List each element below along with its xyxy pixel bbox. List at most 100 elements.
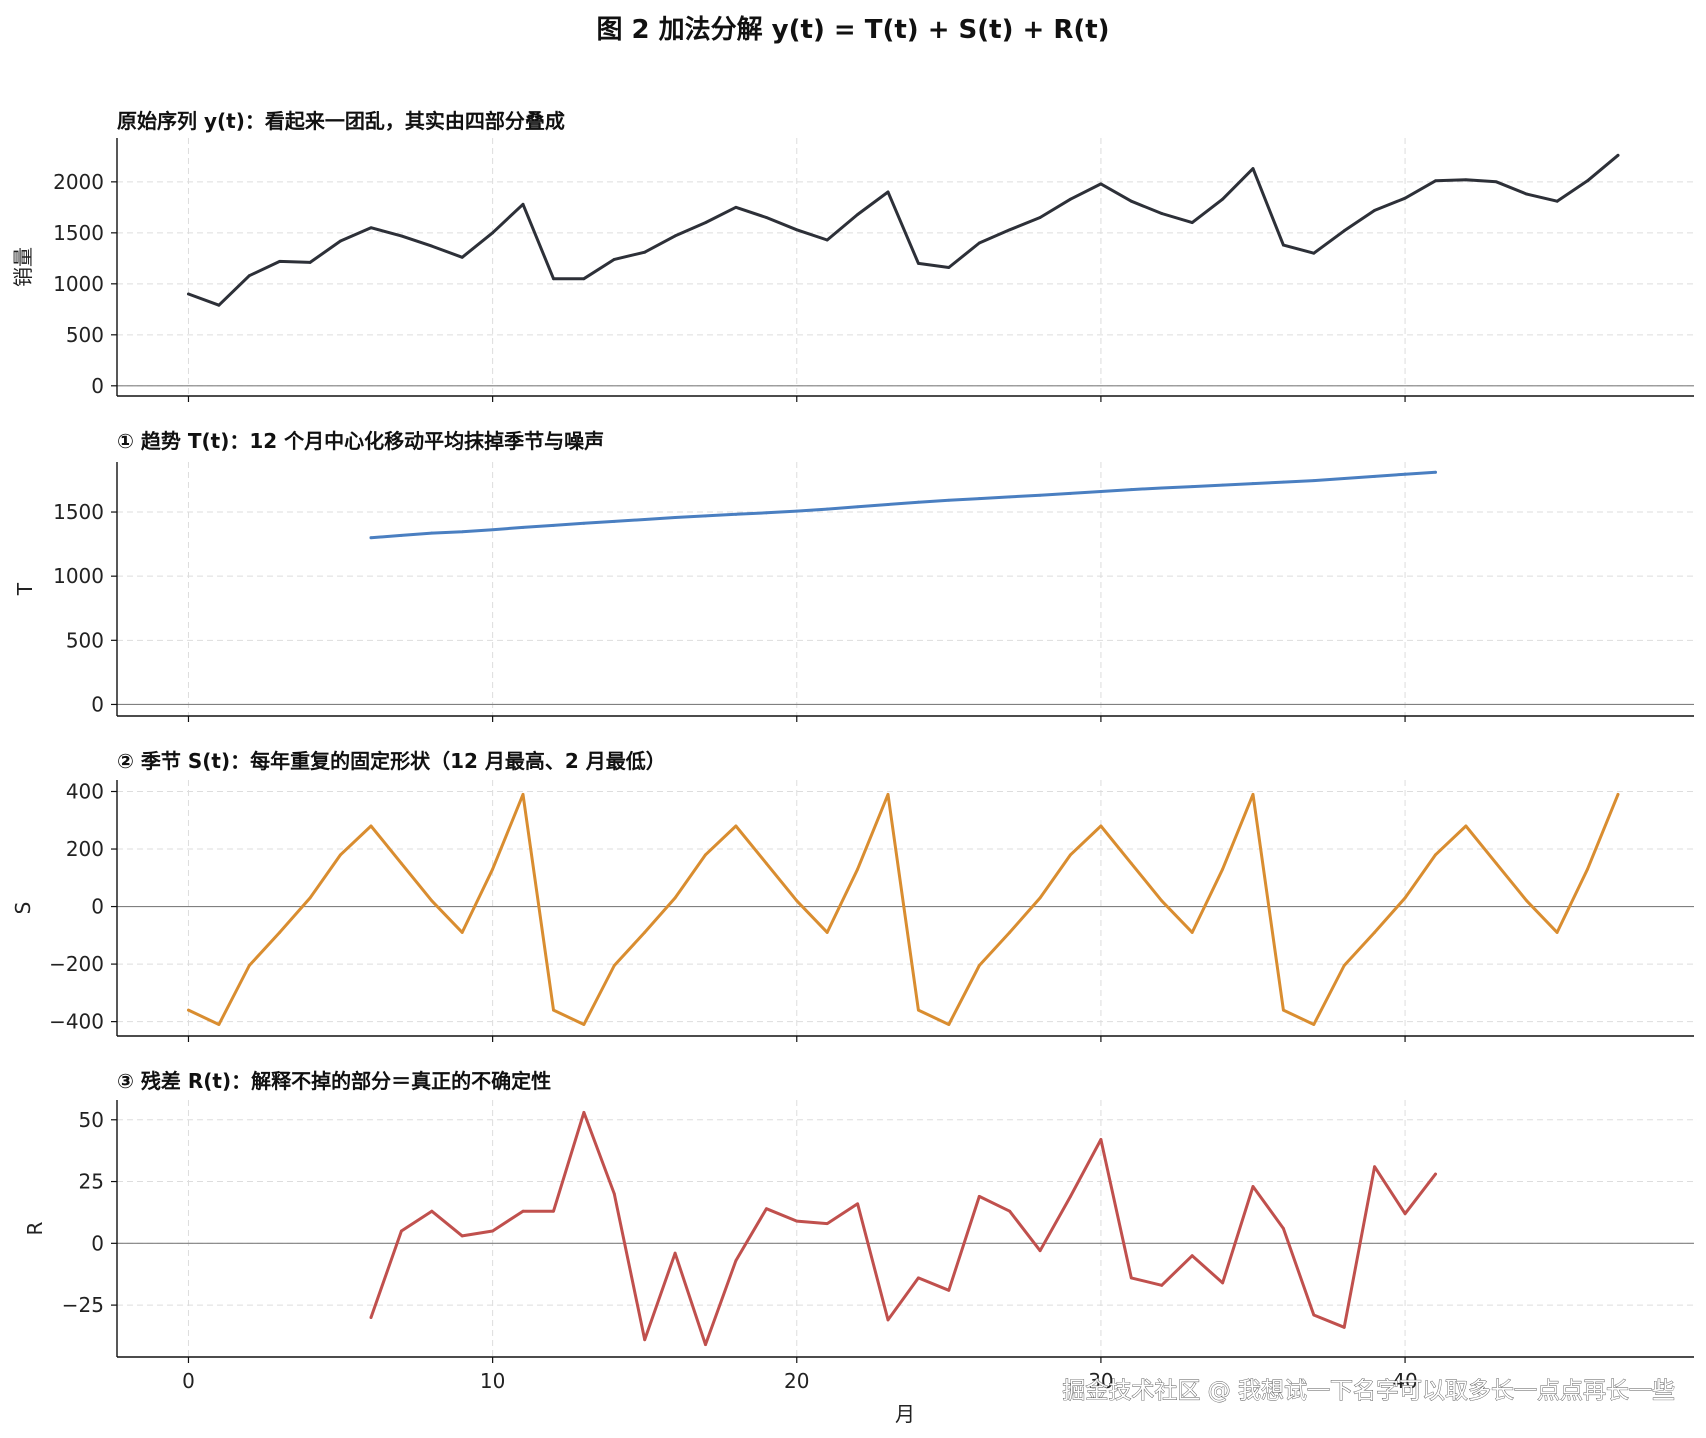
x-tick-label: 0 bbox=[182, 1369, 195, 1393]
data-point bbox=[1221, 1281, 1224, 1285]
y-axis-label: T bbox=[13, 582, 37, 596]
data-point bbox=[521, 1209, 525, 1213]
data-point bbox=[1373, 474, 1377, 478]
data-point bbox=[491, 867, 495, 871]
data-point bbox=[825, 238, 829, 242]
data-point bbox=[856, 213, 859, 216]
data-point bbox=[673, 896, 677, 900]
figure-title: 图 2 加法分解 y(t) = T(t) + S(t) + R(t) bbox=[596, 15, 1109, 45]
data-point bbox=[521, 202, 525, 206]
y-tick-label: −25 bbox=[62, 1293, 104, 1317]
data-point bbox=[1038, 493, 1042, 497]
data-point bbox=[460, 1234, 464, 1238]
data-point bbox=[704, 221, 707, 225]
y-tick-label: 0 bbox=[91, 895, 104, 919]
data-point bbox=[1464, 178, 1468, 182]
data-point bbox=[1190, 485, 1194, 489]
data-point bbox=[673, 516, 677, 519]
data-point bbox=[1251, 167, 1255, 170]
data-point bbox=[1434, 853, 1437, 857]
data-point bbox=[1251, 482, 1255, 485]
data-point bbox=[582, 1110, 586, 1114]
data-point bbox=[947, 1288, 951, 1292]
panel-3: ② 季节 S(t)：每年重复的固定形状（12 月最高、2 月最低） −400 −20… bbox=[11, 749, 1694, 1042]
data-point bbox=[308, 261, 312, 264]
data-point bbox=[1282, 1227, 1285, 1230]
data-point bbox=[1342, 964, 1346, 967]
data-point bbox=[1038, 1249, 1042, 1253]
data-point bbox=[1099, 490, 1103, 493]
data-point bbox=[247, 964, 251, 967]
data-point bbox=[643, 518, 647, 521]
x-tick-label: 10 bbox=[480, 1369, 505, 1393]
data-point bbox=[1160, 1283, 1164, 1287]
data-point bbox=[764, 1207, 768, 1211]
data-point bbox=[552, 1209, 555, 1213]
data-point bbox=[1160, 212, 1164, 215]
data-point bbox=[1190, 931, 1194, 934]
x-axis-label: 月 bbox=[895, 1402, 915, 1426]
data-point bbox=[977, 964, 981, 967]
data-point bbox=[339, 853, 342, 857]
data-point bbox=[1099, 1138, 1103, 1141]
data-point bbox=[278, 931, 282, 934]
data-point bbox=[552, 277, 555, 281]
data-point bbox=[1282, 243, 1285, 247]
data-point bbox=[1008, 931, 1012, 934]
data-point bbox=[917, 1008, 920, 1012]
data-point bbox=[369, 824, 373, 828]
data-point bbox=[673, 234, 677, 238]
y-tick-label: 0 bbox=[91, 374, 104, 398]
data-point bbox=[673, 1251, 677, 1255]
data-point bbox=[1129, 488, 1133, 491]
data-point bbox=[1129, 1276, 1133, 1280]
data-point bbox=[1434, 179, 1437, 183]
data-point bbox=[886, 792, 890, 796]
data-point bbox=[1069, 853, 1072, 857]
data-point bbox=[825, 931, 829, 934]
data-point bbox=[977, 1194, 981, 1198]
data-point bbox=[1069, 197, 1072, 201]
data-point bbox=[1312, 1313, 1316, 1317]
data-point bbox=[1494, 180, 1498, 184]
data-point bbox=[947, 498, 951, 502]
data-point bbox=[1282, 480, 1285, 484]
data-point bbox=[1069, 492, 1072, 495]
data-point bbox=[764, 862, 768, 865]
data-point bbox=[1555, 931, 1559, 934]
data-point bbox=[552, 1008, 555, 1012]
data-point bbox=[1221, 483, 1224, 487]
data-point bbox=[856, 505, 859, 509]
data-point bbox=[1494, 862, 1498, 865]
y-tick-label: 1500 bbox=[53, 221, 104, 245]
data-point bbox=[1373, 209, 1377, 212]
panel-1: 原始序列 y(t)：看起来一团乱，其实由四部分叠成 0 500 1000 1500 200… bbox=[11, 109, 1694, 402]
series-line bbox=[187, 153, 1620, 307]
y-tick-label: 0 bbox=[91, 692, 104, 716]
panel-title: ① 趋势 T(t)：12 个月中心化移动平均抹掉季节与噪声 bbox=[117, 429, 604, 453]
panel-title: 原始序列 y(t)：看起来一团乱，其实由四部分叠成 bbox=[117, 109, 565, 133]
data-point bbox=[369, 226, 373, 230]
data-point bbox=[856, 867, 859, 871]
data-point bbox=[491, 231, 495, 235]
y-axis-label: 销量 bbox=[11, 247, 35, 287]
data-point bbox=[187, 292, 190, 296]
data-point bbox=[582, 521, 586, 525]
data-point bbox=[1221, 867, 1224, 871]
panel-4: ③ 残差 R(t)：解释不掉的部分＝真正的不确定性 −25 0 25 50 0 10 20 30… bbox=[23, 1069, 1694, 1393]
data-point bbox=[764, 216, 768, 219]
data-point bbox=[947, 266, 951, 269]
data-point bbox=[1434, 1172, 1437, 1176]
data-point bbox=[1373, 1165, 1377, 1169]
data-point bbox=[1616, 792, 1620, 796]
data-point bbox=[1586, 179, 1589, 183]
data-point bbox=[917, 262, 920, 265]
y-tick-label: 50 bbox=[79, 1108, 104, 1132]
data-point bbox=[612, 519, 616, 523]
data-point bbox=[582, 1023, 586, 1026]
data-point bbox=[856, 1202, 859, 1206]
y-axis-label: S bbox=[11, 902, 35, 915]
data-point bbox=[1403, 896, 1407, 900]
data-point bbox=[1403, 196, 1407, 200]
